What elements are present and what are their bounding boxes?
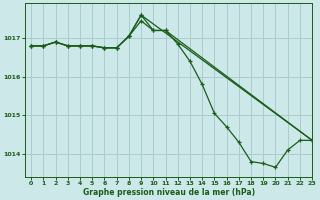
- X-axis label: Graphe pression niveau de la mer (hPa): Graphe pression niveau de la mer (hPa): [83, 188, 255, 197]
